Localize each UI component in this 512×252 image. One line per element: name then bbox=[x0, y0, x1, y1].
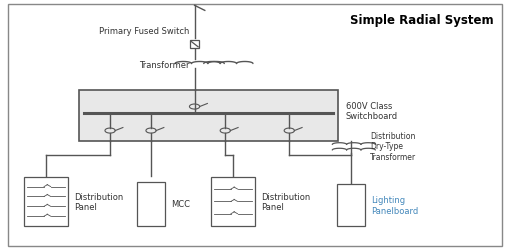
Bar bbox=[79, 91, 338, 141]
Text: Lighting
Panelboard: Lighting Panelboard bbox=[371, 196, 418, 215]
Text: Simple Radial System: Simple Radial System bbox=[350, 14, 494, 27]
Text: Distribution
Panel: Distribution Panel bbox=[74, 192, 123, 211]
Text: Primary Fused Switch: Primary Fused Switch bbox=[99, 27, 189, 36]
Text: Distribution
Dry-Type
Transformer: Distribution Dry-Type Transformer bbox=[370, 131, 416, 161]
Bar bbox=[337, 184, 365, 226]
Bar bbox=[137, 182, 165, 226]
Text: MCC: MCC bbox=[171, 200, 190, 209]
Bar bbox=[24, 177, 68, 226]
Text: Transformer: Transformer bbox=[139, 60, 189, 70]
Text: 600V Class
Switchboard: 600V Class Switchboard bbox=[346, 101, 398, 120]
Text: Distribution
Panel: Distribution Panel bbox=[261, 192, 310, 211]
Bar bbox=[211, 177, 255, 226]
Bar bbox=[190, 41, 199, 48]
